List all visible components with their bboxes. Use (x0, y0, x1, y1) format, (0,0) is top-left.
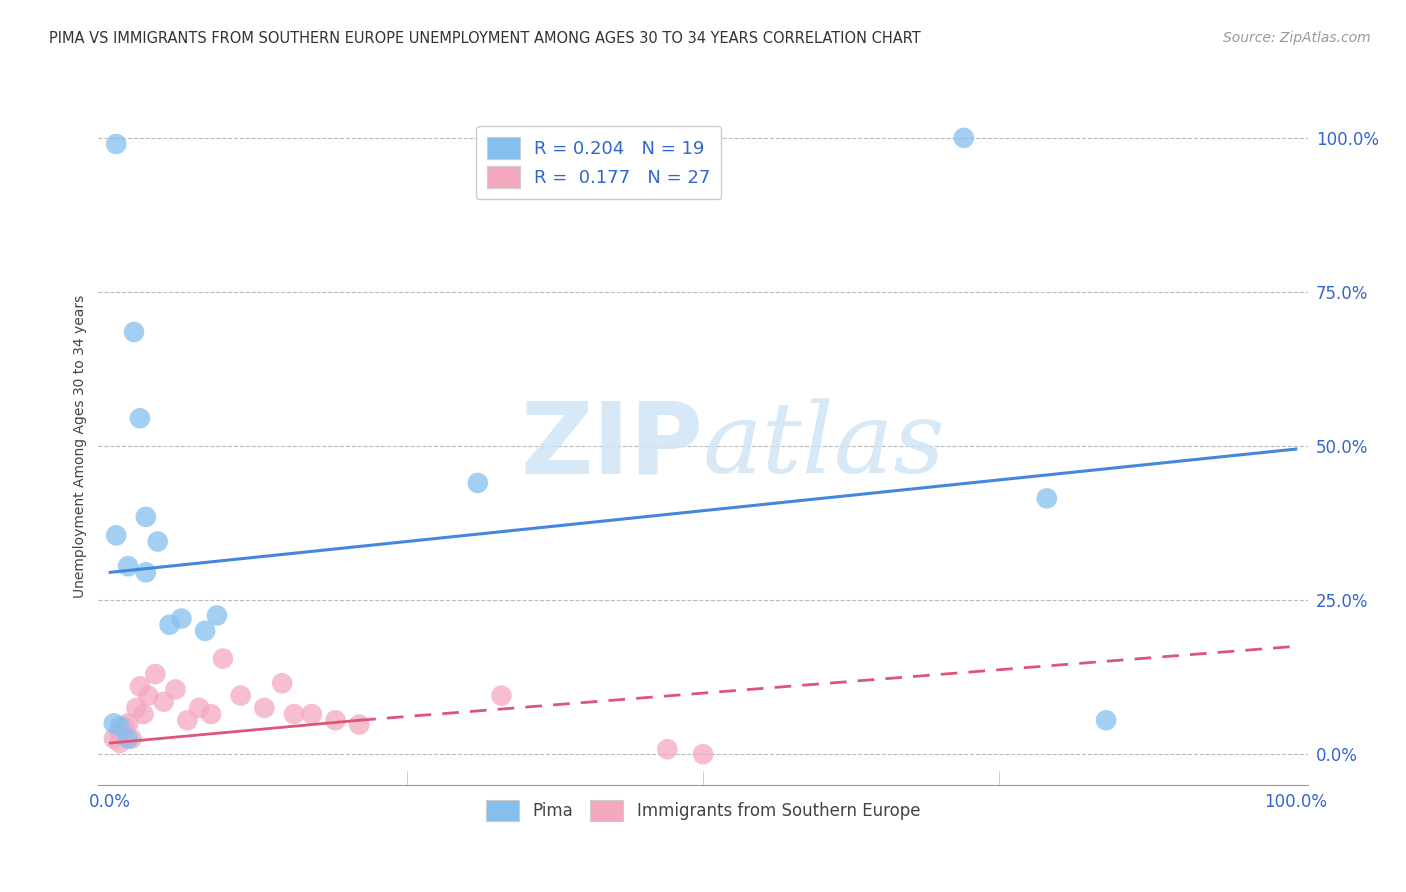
Point (165, 682, 187, 697)
Point (108, 719, 131, 733)
Point (135, 509, 157, 524)
Point (132, 707, 155, 722)
Point (108, 736, 131, 750)
Point (125, 701, 148, 715)
Point (325, 713, 347, 727)
Point (136, 689, 159, 703)
Point (159, 617, 181, 632)
Text: PIMA VS IMMIGRANTS FROM SOUTHERN EUROPE UNEMPLOYMENT AMONG AGES 30 TO 34 YEARS C: PIMA VS IMMIGRANTS FROM SOUTHERN EUROPE … (49, 31, 921, 46)
Point (271, 676, 294, 690)
Point (103, 731, 125, 746)
Point (122, 325, 145, 339)
Point (952, 131, 974, 145)
Point (212, 651, 235, 665)
Point (152, 695, 174, 709)
Point (121, 731, 143, 746)
Point (692, 747, 714, 761)
Point (105, 528, 128, 542)
Point (467, 475, 489, 490)
Point (103, 716, 125, 731)
Point (146, 534, 169, 549)
Point (491, 689, 513, 703)
Point (205, 608, 228, 623)
Text: Source: ZipAtlas.com: Source: ZipAtlas.com (1223, 31, 1371, 45)
Point (114, 719, 136, 733)
Y-axis label: Unemployment Among Ages 30 to 34 years: Unemployment Among Ages 30 to 34 years (73, 294, 87, 598)
Point (117, 716, 139, 731)
Point (1095, 713, 1118, 727)
Point (253, 701, 276, 715)
Point (129, 679, 152, 693)
Point (657, 742, 679, 756)
Point (117, 731, 139, 746)
Point (188, 701, 211, 715)
Point (283, 707, 305, 722)
Point (347, 717, 370, 731)
Point (170, 611, 193, 625)
Text: ZIP: ZIP (520, 398, 703, 494)
Point (108, 725, 131, 739)
Point (105, 136, 128, 151)
Point (301, 707, 323, 722)
Point (229, 689, 252, 703)
Point (129, 411, 152, 425)
Point (135, 566, 157, 580)
Point (176, 713, 198, 727)
Point (117, 559, 139, 574)
Text: atlas: atlas (703, 399, 946, 493)
Point (143, 667, 166, 681)
Point (194, 624, 217, 638)
Legend: Pima, Immigrants from Southern Europe: Pima, Immigrants from Southern Europe (479, 794, 927, 828)
Point (200, 707, 222, 722)
Point (1036, 491, 1059, 506)
